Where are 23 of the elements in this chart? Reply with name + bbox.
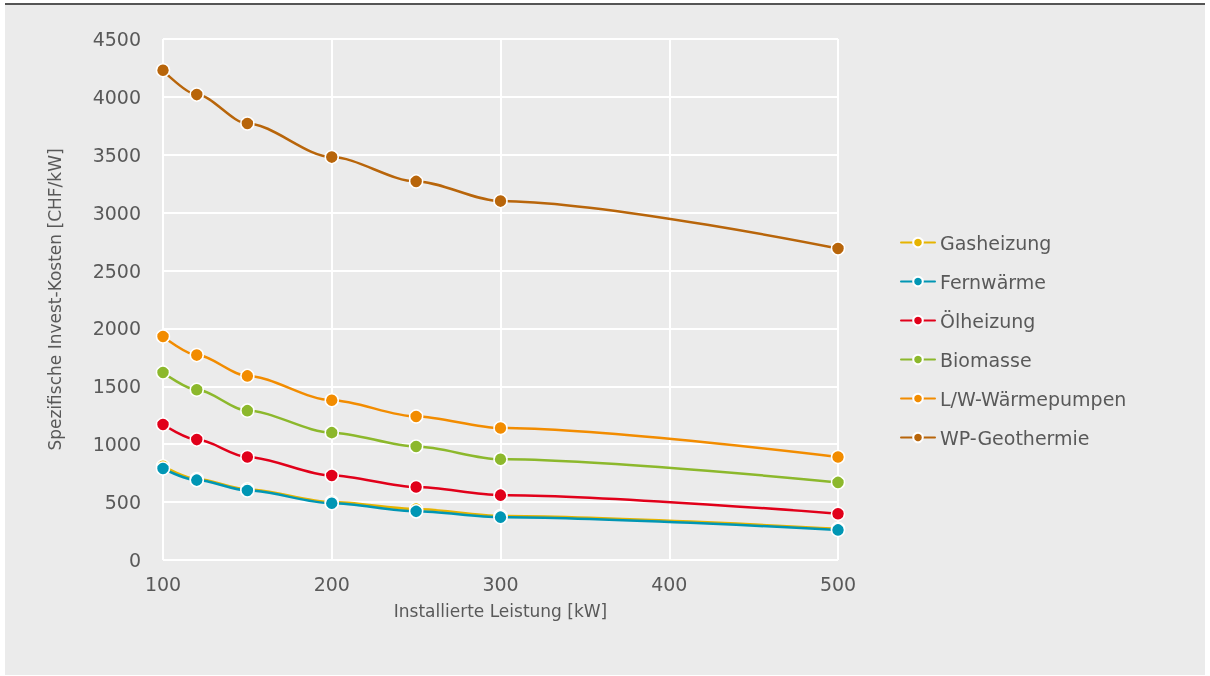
y-tick-label: 500 <box>104 491 141 514</box>
legend-label: Gasheizung <box>940 231 1052 254</box>
x-tick-label: 500 <box>819 572 857 595</box>
x-tick-label: 100 <box>144 572 182 595</box>
y-tick-label: 2500 <box>92 259 141 282</box>
legend-label: Biomasse <box>940 348 1032 371</box>
legend-label: WP-Geothermie <box>940 426 1090 449</box>
x-axis-title: Installierte Leistung [kW] <box>393 600 608 621</box>
y-tick-label: 2000 <box>92 317 141 340</box>
y-tick-label: 4500 <box>92 28 141 50</box>
y-tick-label: 3000 <box>92 201 141 224</box>
y-tick-label: 3500 <box>92 143 141 166</box>
legend-label: Fernwärme <box>940 270 1046 293</box>
legend-label: Ölheizung <box>940 309 1036 332</box>
y-tick-label: 1500 <box>92 375 141 398</box>
legend-label: L/W-Wärmepumpen <box>940 387 1127 410</box>
y-tick-label: 0 <box>128 549 141 571</box>
y-tick-label: 1000 <box>92 433 141 456</box>
y-axis-title: Spezifische Invest-Kosten [CHF/kW] <box>44 148 65 451</box>
x-tick-label: 200 <box>313 572 350 595</box>
y-tick-label: 4000 <box>92 85 141 108</box>
x-tick-label: 300 <box>482 572 519 595</box>
x-tick-label: 400 <box>651 572 688 595</box>
